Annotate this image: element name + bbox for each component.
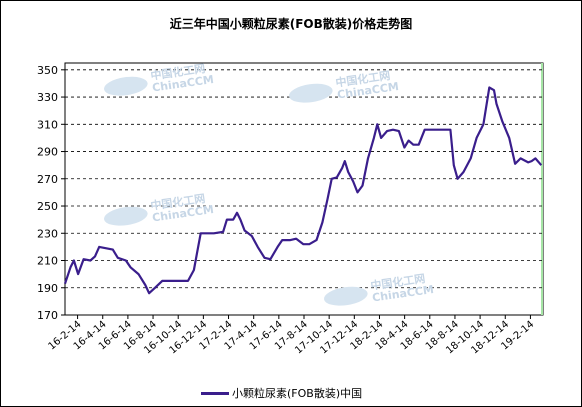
x-tick-labels: 16-2-1416-4-1416-6-1416-8-1416-10-1416-1… [47, 315, 536, 356]
y-tick-label: 290 [37, 146, 58, 159]
y-tick-label: 270 [37, 173, 58, 186]
legend-label: 小颗粒尿素(FOB散装)中国 [232, 387, 363, 400]
y-tick-label: 330 [37, 91, 58, 104]
y-tick-labels: 170 190 210 230 250 270 290 310 330 350 [37, 64, 65, 322]
legend: 小颗粒尿素(FOB散装)中国 [201, 385, 362, 401]
y-tick-label: 170 [37, 309, 58, 322]
y-tick-label: 210 [37, 255, 58, 268]
watermark-logo-icon [288, 83, 333, 103]
watermark-logo-icon [103, 206, 148, 226]
chart-title: 近三年中国小颗粒尿素(FOB散装)价格走势图 [169, 17, 413, 31]
y-tick-label: 350 [37, 64, 58, 77]
y-tick-label: 250 [37, 200, 58, 213]
y-tick-label: 190 [37, 282, 58, 295]
y-tick-label: 310 [37, 118, 58, 131]
legend-swatch [201, 391, 229, 395]
y-tick-label: 230 [37, 227, 58, 240]
series-line [63, 86, 543, 295]
watermark-logo-icon [103, 76, 148, 96]
watermark-logo-icon [323, 286, 368, 306]
grid-lines [65, 69, 542, 289]
